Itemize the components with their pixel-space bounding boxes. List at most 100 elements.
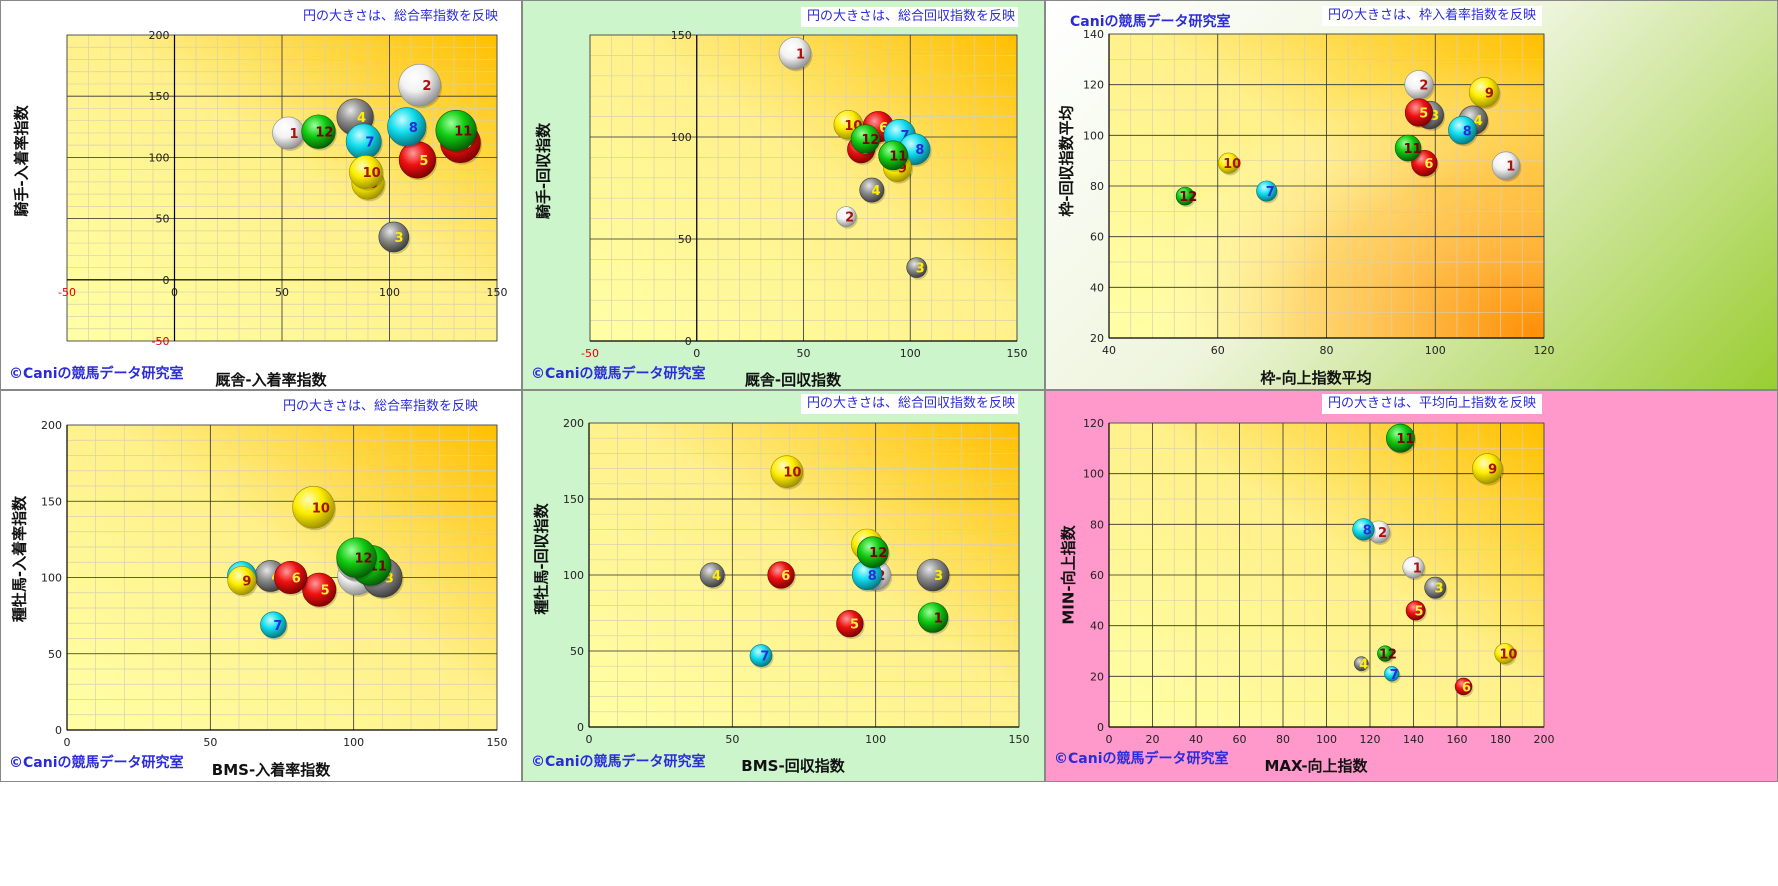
bubble-2[interactable]: 2 (398, 63, 443, 109)
bubble-marker (749, 644, 773, 667)
bubble-6[interactable]: 6 (767, 561, 796, 591)
bubble-10[interactable]: 10 (1218, 152, 1241, 176)
bubble-7[interactable]: 7 (749, 644, 774, 669)
bubble-label: 12 (315, 126, 333, 141)
bubble-6[interactable]: 6 (1454, 677, 1474, 697)
y-tick-label: 0 (577, 721, 584, 734)
bubble-label: 11 (1404, 142, 1422, 157)
y-tick-label: -50 (152, 335, 170, 348)
bubble-label: 8 (915, 143, 924, 158)
bubble-label: 1 (1506, 160, 1515, 175)
bubble-marker (1454, 677, 1473, 696)
bubble-9[interactable]: 9 (1468, 76, 1501, 110)
x-tick-label: 100 (1316, 733, 1337, 746)
bubble-marker (272, 116, 305, 150)
bubble-1[interactable]: 1 (1491, 151, 1522, 182)
bubble-3[interactable]: 3 (1424, 576, 1448, 601)
scatter-plot: 050100150050100150200123456789101112 (41, 419, 508, 749)
y-axis-label: 騎手-回収指数 (534, 122, 553, 220)
bubble-8[interactable]: 8 (387, 107, 428, 149)
bubble-12[interactable]: 12 (301, 114, 337, 151)
bubble-7[interactable]: 7 (1384, 666, 1401, 684)
x-axis-label: 枠-向上指数平均 (1260, 369, 1372, 387)
bubble-marker (916, 558, 950, 592)
x-tick-label: 150 (1007, 347, 1028, 360)
bubble-9[interactable]: 9 (227, 566, 258, 597)
bubble-marker (348, 155, 383, 189)
bubble-6[interactable]: 6 (274, 560, 309, 596)
y-tick-label: 200 (563, 417, 584, 430)
bubble-3[interactable]: 3 (378, 221, 411, 254)
x-tick-label: 150 (487, 286, 508, 299)
bubble-label: 3 (934, 569, 943, 584)
bubble-1[interactable]: 1 (778, 37, 813, 72)
chart-panel-sire-bms-placement: 050100150050100150200123456789101112 円の大… (0, 390, 522, 782)
bubble-5[interactable]: 5 (1404, 98, 1435, 129)
x-tick-label: 100 (1425, 344, 1446, 357)
y-tick-label: 100 (1083, 468, 1104, 481)
bubble-3[interactable]: 3 (906, 257, 929, 280)
bubble-label: 7 (1266, 185, 1275, 200)
bubble-label: 3 (916, 262, 925, 277)
bubble-4[interactable]: 4 (859, 177, 886, 205)
bubble-12[interactable]: 12 (1175, 186, 1197, 208)
y-tick-label: 150 (41, 495, 62, 508)
bubble-11[interactable]: 11 (1394, 134, 1423, 163)
bubble-7[interactable]: 7 (260, 611, 288, 640)
bubble-4[interactable]: 4 (1353, 656, 1370, 673)
bubble-6[interactable]: 6 (1411, 150, 1439, 179)
bubble-2[interactable]: 2 (1404, 70, 1435, 101)
x-tick-label: 80 (1320, 344, 1334, 357)
bubble-8[interactable]: 8 (1352, 518, 1376, 543)
bubble-9[interactable]: 9 (1472, 453, 1504, 486)
bubble-5[interactable]: 5 (836, 609, 865, 639)
bubble-marker (1377, 645, 1394, 662)
chart-panel-gate: 40 60 80 100 120 20 40 60 80 100 120 140 1 2 3 4 5 6 7 8 9 10… (1045, 0, 1778, 390)
bubble-12[interactable]: 12 (1377, 645, 1397, 664)
bubble-4[interactable]: 4 (699, 562, 726, 590)
bubble-1[interactable]: 1 (917, 602, 950, 635)
bubble-marker (301, 114, 336, 149)
scatter-plot: -50050100150050100150123456789101112 (581, 29, 1028, 360)
bubble-11[interactable]: 11 (878, 140, 910, 172)
bubble-marker (859, 177, 885, 203)
x-tick-label: 200 (1534, 733, 1555, 746)
bubble-label: 11 (454, 124, 472, 139)
bubble-8[interactable]: 8 (1448, 115, 1478, 147)
bubble-5[interactable]: 5 (302, 572, 338, 609)
bubble-12[interactable]: 12 (850, 124, 882, 156)
y-tick-label: 100 (1083, 129, 1104, 142)
bubble-label: 3 (1430, 109, 1439, 124)
bubble-marker (1394, 134, 1422, 162)
y-tick-label: 50 (48, 648, 62, 661)
bubble-7[interactable]: 7 (1256, 180, 1279, 204)
bubble-marker (1448, 115, 1477, 145)
copyright-text: ©Caniの競馬データ研究室 (1054, 751, 1229, 767)
x-tick-label: 120 (1360, 733, 1381, 746)
bubble-marker (387, 107, 427, 147)
x-tick-label: 60 (1211, 344, 1225, 357)
scatter-plot: 0501001500501001502001234567891012 (563, 417, 1030, 746)
bubble-marker (378, 221, 410, 253)
bubble-label: 5 (1415, 604, 1424, 619)
bubble-label: 11 (889, 149, 907, 164)
bubble-2[interactable]: 2 (835, 206, 858, 229)
bubble-12[interactable]: 12 (856, 536, 890, 570)
y-tick-label: 200 (149, 29, 170, 42)
bubble-11[interactable]: 11 (435, 109, 478, 153)
bubble-5[interactable]: 5 (1405, 600, 1427, 623)
y-tick-label: 80 (1090, 518, 1104, 531)
bubble-label: 1 (1413, 561, 1422, 576)
x-tick-label: -50 (581, 347, 599, 360)
bubble-10[interactable]: 10 (1494, 643, 1518, 666)
bubble-11[interactable]: 11 (1386, 423, 1417, 455)
bubble-5[interactable]: 5 (398, 141, 438, 181)
bubble-1[interactable]: 1 (1402, 556, 1426, 581)
bubble-10[interactable]: 10 (292, 486, 337, 531)
bubble-10[interactable]: 10 (348, 155, 384, 191)
chart-panel-stable-jockey-placement: -50050100150-500501001502001234567891011… (0, 0, 522, 390)
bubble-7[interactable]: 7 (345, 123, 383, 162)
bubble-10[interactable]: 10 (770, 455, 805, 490)
bubble-3[interactable]: 3 (916, 558, 951, 593)
bubble-12[interactable]: 12 (336, 537, 378, 580)
